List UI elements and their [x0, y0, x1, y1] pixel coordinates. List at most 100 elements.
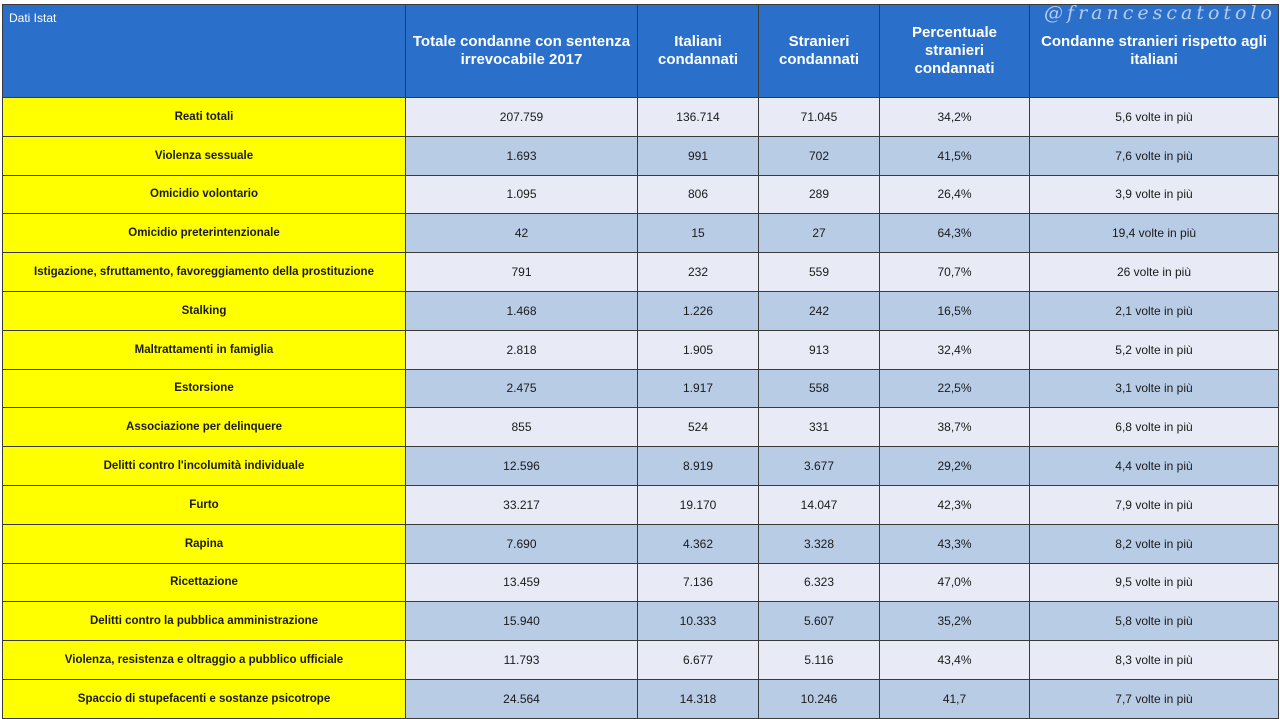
cell-totale: 15.940: [405, 601, 638, 642]
header-stranieri: Stranieri condannati: [758, 4, 880, 98]
header-totale-text: Totale condanne con sentenza irrevocabil…: [412, 33, 631, 68]
cell-totale: 2.818: [405, 329, 638, 370]
cell-rapporto: 8,2 volte in più: [1029, 523, 1279, 564]
cell-totale: 12.596: [405, 446, 638, 486]
cell-italiani: 10.333: [637, 601, 759, 642]
cell-totale: 207.759: [405, 97, 638, 137]
crime-label: Stalking: [2, 290, 406, 331]
table-row: Omicidio volontario 1.095 806 289 26,4% 3,9 v…: [2, 174, 1279, 215]
crime-label: Spaccio di stupefacenti e sostanze psico…: [2, 678, 406, 719]
cell-italiani: 1.917: [637, 368, 759, 409]
cell-percentuale: 47,0%: [879, 562, 1030, 603]
cell-italiani: 8.919: [637, 446, 759, 486]
crime-label: Delitti contro l'incolumità individuale: [2, 446, 406, 486]
cell-rapporto: 26 volte in più: [1029, 252, 1279, 292]
cell-stranieri: 10.246: [758, 678, 880, 719]
cell-rapporto: 19,4 volte in più: [1029, 213, 1279, 254]
cell-percentuale: 70,7%: [879, 252, 1030, 292]
cell-stranieri: 289: [758, 174, 880, 215]
table-row: Ricettazione 13.459 7.136 6.323 47,0% 9,5 vol…: [2, 562, 1279, 603]
header-row: Dati Istat Totale condanne con sentenza …: [2, 4, 1279, 98]
cell-percentuale: 22,5%: [879, 368, 1030, 409]
crime-label: Maltrattamenti in famiglia: [2, 329, 406, 370]
crime-label: Istigazione, sfruttamento, favoreggiamen…: [2, 252, 406, 292]
cell-percentuale: 42,3%: [879, 484, 1030, 525]
cell-rapporto: 5,2 volte in più: [1029, 329, 1279, 370]
cell-rapporto: 8,3 volte in più: [1029, 640, 1279, 680]
cell-italiani: 15: [637, 213, 759, 254]
cell-totale: 855: [405, 407, 638, 448]
cell-percentuale: 64,3%: [879, 213, 1030, 254]
cell-totale: 7.690: [405, 523, 638, 564]
cell-totale: 1.693: [405, 135, 638, 176]
cell-percentuale: 41,5%: [879, 135, 1030, 176]
cell-totale: 1.095: [405, 174, 638, 215]
cell-italiani: 1.226: [637, 290, 759, 331]
cell-stranieri: 331: [758, 407, 880, 448]
cell-percentuale: 34,2%: [879, 97, 1030, 137]
cell-totale: 11.793: [405, 640, 638, 680]
cell-totale: 24.564: [405, 678, 638, 719]
crime-label: Omicidio volontario: [2, 174, 406, 215]
cell-percentuale: 29,2%: [879, 446, 1030, 486]
cell-totale: 13.459: [405, 562, 638, 603]
cell-rapporto: 7,9 volte in più: [1029, 484, 1279, 525]
table-row: Omicidio preterintenzionale 42 15 27 64,3% 19…: [2, 213, 1279, 254]
cell-percentuale: 43,4%: [879, 640, 1030, 680]
table-row: Stalking 1.468 1.226 242 16,5% 2,1 volte in p…: [2, 290, 1279, 331]
cell-percentuale: 26,4%: [879, 174, 1030, 215]
cell-rapporto: 3,1 volte in più: [1029, 368, 1279, 409]
crime-label: Violenza, resistenza e oltraggio a pubbl…: [2, 640, 406, 680]
crime-stats-table: Dati Istat Totale condanne con sentenza …: [2, 4, 1279, 719]
cell-italiani: 14.318: [637, 678, 759, 719]
crime-label: Omicidio preterintenzionale: [2, 213, 406, 254]
cell-italiani: 6.677: [637, 640, 759, 680]
cell-rapporto: 5,6 volte in più: [1029, 97, 1279, 137]
cell-rapporto: 6,8 volte in più: [1029, 407, 1279, 448]
cell-stranieri: 27: [758, 213, 880, 254]
crime-label: Ricettazione: [2, 562, 406, 603]
cell-italiani: 991: [637, 135, 759, 176]
table-row: Rapina 7.690 4.362 3.328 43,3% 8,2 volte in p…: [2, 523, 1279, 564]
cell-stranieri: 242: [758, 290, 880, 331]
cell-stranieri: 14.047: [758, 484, 880, 525]
cell-rapporto: 3,9 volte in più: [1029, 174, 1279, 215]
cell-italiani: 19.170: [637, 484, 759, 525]
table-row: Spaccio di stupefacenti e sostanze psico…: [2, 678, 1279, 719]
header-italiani: Italiani condannati: [637, 4, 759, 98]
cell-stranieri: 3.677: [758, 446, 880, 486]
crime-label: Estorsione: [2, 368, 406, 409]
cell-totale: 33.217: [405, 484, 638, 525]
crime-label: Furto: [2, 484, 406, 525]
table-row: Estorsione 2.475 1.917 558 22,5% 3,1 volte in…: [2, 368, 1279, 409]
header-totale: Totale condanne con sentenza irrevocabil…: [405, 4, 638, 98]
table-row: Reati totali 207.759 136.714 71.045 34,2% 5,6…: [2, 97, 1279, 137]
cell-totale: 2.475: [405, 368, 638, 409]
table-body: Reati totali 207.759 136.714 71.045 34,2% 5,6…: [2, 97, 1279, 719]
cell-italiani: 1.905: [637, 329, 759, 370]
cell-totale: 1.468: [405, 290, 638, 331]
cell-stranieri: 5.607: [758, 601, 880, 642]
cell-italiani: 232: [637, 252, 759, 292]
cell-rapporto: 2,1 volte in più: [1029, 290, 1279, 331]
table-row: Delitti contro l'incolumità individuale 1…: [2, 446, 1279, 486]
cell-italiani: 806: [637, 174, 759, 215]
cell-percentuale: 32,4%: [879, 329, 1030, 370]
cell-percentuale: 16,5%: [879, 290, 1030, 331]
cell-totale: 42: [405, 213, 638, 254]
cell-stranieri: 558: [758, 368, 880, 409]
cell-stranieri: 3.328: [758, 523, 880, 564]
header-italiani-text: Italiani condannati: [657, 33, 738, 68]
cell-italiani: 7.136: [637, 562, 759, 603]
table-row: Violenza sessuale 1.693 991 702 41,5% 7,6 vol…: [2, 135, 1279, 176]
crime-label: Violenza sessuale: [2, 135, 406, 176]
crime-label: Reati totali: [2, 97, 406, 137]
cell-percentuale: 35,2%: [879, 601, 1030, 642]
table-row: Maltrattamenti in famiglia 2.818 1.905 913 3…: [2, 329, 1279, 370]
cell-stranieri: 702: [758, 135, 880, 176]
table-row: Istigazione, sfruttamento, favoreggiamen…: [2, 252, 1279, 292]
cell-rapporto: 4,4 volte in più: [1029, 446, 1279, 486]
table-row: Violenza, resistenza e oltraggio a pubbl…: [2, 640, 1279, 680]
cell-italiani: 4.362: [637, 523, 759, 564]
